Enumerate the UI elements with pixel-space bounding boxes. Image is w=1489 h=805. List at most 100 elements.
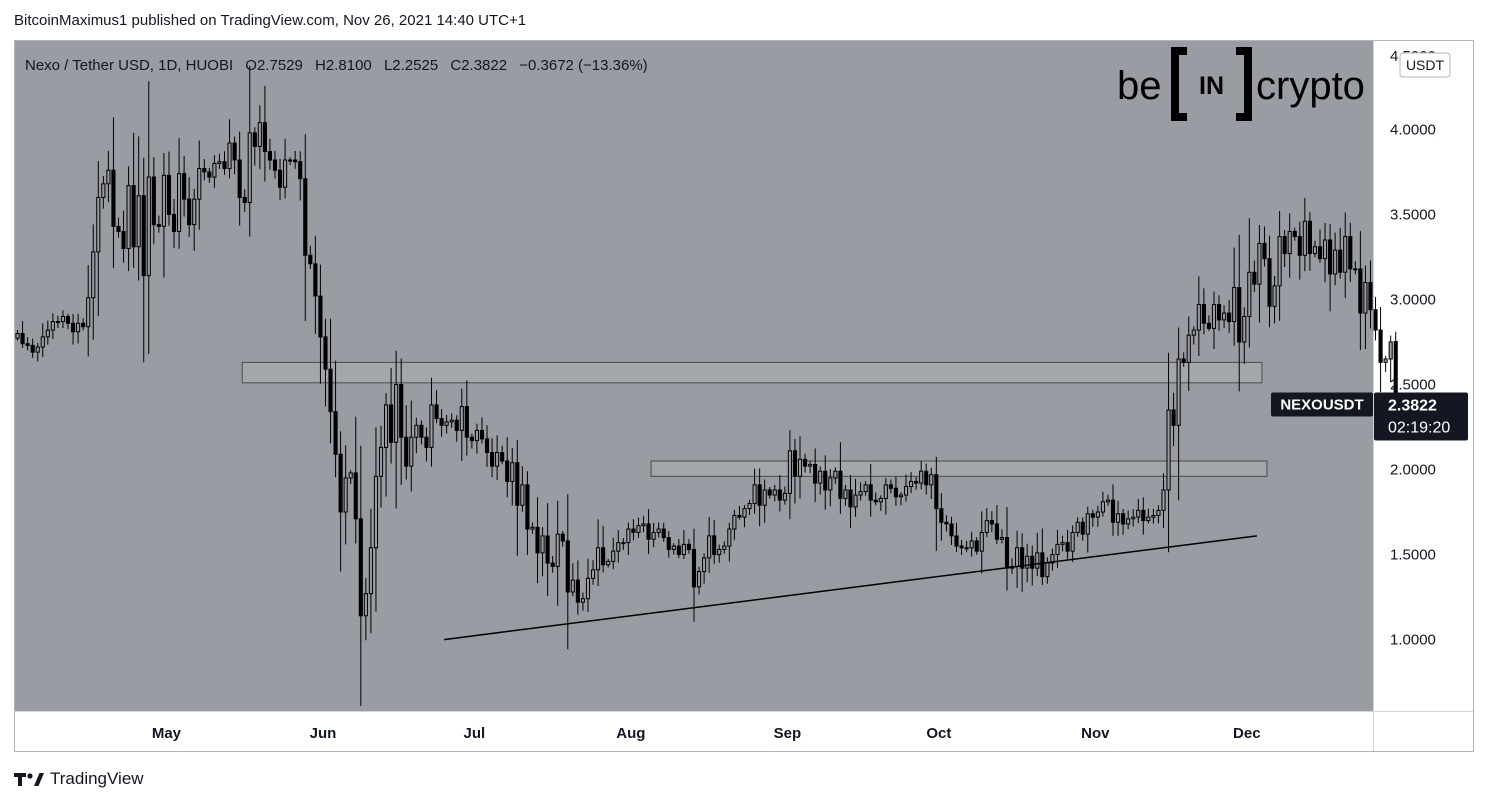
- candle: [484, 425, 490, 467]
- candle-body-up: [126, 185, 131, 249]
- candle-body-down: [1358, 268, 1363, 314]
- candle: [444, 415, 449, 434]
- candle-body-down: [207, 171, 212, 178]
- trendlines: [444, 535, 1257, 641]
- candle: [732, 509, 737, 541]
- candle: [636, 517, 641, 538]
- candle-body-up: [656, 528, 661, 533]
- candle: [878, 495, 883, 511]
- candle: [449, 413, 454, 428]
- candle: [1302, 197, 1307, 272]
- candle-body-up: [414, 424, 419, 438]
- candle: [585, 558, 591, 613]
- candle-body-down: [1328, 239, 1333, 275]
- candle-body-up: [722, 545, 727, 550]
- candle-body-up: [696, 571, 702, 588]
- candle: [1121, 508, 1126, 535]
- candle: [1095, 505, 1100, 527]
- candle: [50, 313, 55, 340]
- candle-body-up: [1025, 555, 1030, 569]
- candle: [217, 153, 222, 169]
- candle-body-up: [1287, 230, 1292, 255]
- candle-body-up: [1363, 281, 1368, 314]
- candle: [1115, 500, 1121, 536]
- chart-svg[interactable]: 1.0000 1.5000 2.0000 2.5000 3.0000 3.5000 4.00…: [15, 41, 1474, 752]
- candle: [898, 492, 904, 506]
- candle: [873, 492, 878, 506]
- candle: [25, 337, 30, 351]
- candle: [414, 417, 419, 454]
- candle-body-down: [1297, 236, 1302, 256]
- candle: [702, 553, 707, 584]
- candle-body-up: [394, 384, 399, 443]
- legend-symbol: Nexo / Tether USD, 1D, HUOBI: [25, 57, 233, 74]
- candle-body-up: [585, 577, 591, 600]
- candle: [747, 499, 752, 516]
- candle: [1227, 299, 1232, 334]
- candle: [1020, 533, 1025, 592]
- candle-body-down: [838, 470, 843, 499]
- candle-body-down: [712, 535, 717, 556]
- candle: [474, 423, 479, 454]
- candle-body-down: [1080, 521, 1085, 535]
- candle-body-up: [1232, 287, 1237, 323]
- candle-body-up: [50, 321, 55, 331]
- candle-body-down: [888, 484, 893, 489]
- candle: [1247, 218, 1252, 348]
- candle: [1353, 261, 1358, 275]
- candle-body-down: [116, 225, 121, 232]
- candle: [752, 468, 757, 514]
- candle: [727, 522, 732, 562]
- candle-body-down: [575, 579, 580, 603]
- candle: [404, 405, 409, 480]
- candle-body-up: [35, 346, 40, 353]
- candle: [1206, 315, 1211, 332]
- candle-body-down: [661, 528, 666, 539]
- last-price-symbol-box: [1271, 392, 1373, 417]
- candle: [1100, 491, 1105, 517]
- candle-body-down: [293, 159, 298, 163]
- candle-body-up: [611, 550, 616, 562]
- candle: [389, 367, 394, 464]
- candle-body-up: [732, 514, 737, 530]
- candle-body-up: [106, 169, 111, 185]
- chart-frame[interactable]: 1.0000 1.5000 2.0000 2.5000 3.0000 3.5000 4.00…: [14, 40, 1474, 752]
- candle-body-up: [808, 463, 813, 467]
- candle-body-up: [596, 547, 601, 571]
- candle: [919, 460, 924, 490]
- candle-body-up: [474, 429, 479, 442]
- currency-label: USDT: [1406, 57, 1445, 73]
- price-tick-label: 3.5000: [1390, 206, 1436, 223]
- candle: [1141, 497, 1146, 535]
- chart-legend: Nexo / Tether USD, 1D, HUOBI O2.7529 H2.…: [25, 57, 648, 74]
- candle-body-up: [1322, 239, 1328, 260]
- candle: [1216, 295, 1222, 331]
- candle: [293, 150, 298, 169]
- candle-body-down: [1110, 499, 1116, 523]
- candle-body-down: [1216, 304, 1222, 321]
- candle-body-up: [373, 475, 379, 549]
- candle-body-up: [192, 198, 197, 226]
- last-price-value-box: [1374, 392, 1468, 441]
- candle: [666, 531, 671, 558]
- currency-selector[interactable]: USDT: [1399, 52, 1451, 78]
- candle: [1136, 498, 1141, 524]
- candle: [737, 505, 742, 520]
- tradingview-footer[interactable]: TradingView: [14, 768, 144, 790]
- candle: [969, 531, 974, 557]
- candle-body-up: [747, 503, 752, 510]
- candle-body-down: [565, 540, 570, 593]
- candle-body-down: [267, 151, 273, 161]
- candle-body-up: [1247, 271, 1252, 317]
- candle: [939, 493, 944, 541]
- legend-high-label: H: [315, 57, 326, 74]
- candle-body-down: [515, 462, 520, 506]
- candle-body-up: [782, 492, 787, 501]
- candle-body-up: [616, 542, 621, 552]
- candle-body-up: [1136, 509, 1141, 518]
- candle-body-down: [823, 470, 828, 491]
- last-price-symbol: NEXOUSDT: [1280, 397, 1363, 414]
- candle: [833, 467, 838, 484]
- candle: [818, 466, 823, 495]
- candle-body-up: [929, 474, 934, 486]
